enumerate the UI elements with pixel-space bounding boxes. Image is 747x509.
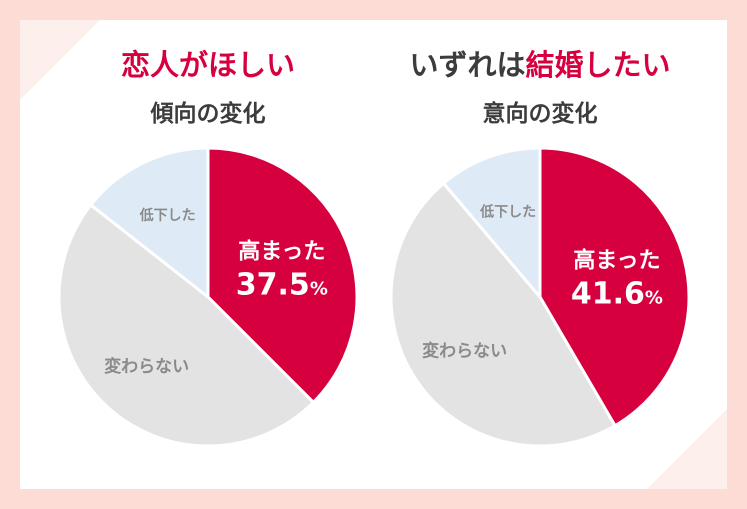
slice-label: 変わらない	[104, 356, 189, 377]
slice-label: 高まった	[238, 238, 325, 264]
corner-decoration	[647, 409, 727, 489]
title-text: 恋人がほしい	[120, 48, 295, 82]
slice-label: 低下した	[139, 207, 196, 224]
pie-slice	[389, 181, 618, 448]
slice-label: 低下した	[479, 203, 536, 220]
pie-slice	[441, 146, 542, 302]
chart1-subtitle: 傾向の変化	[150, 101, 266, 127]
pie-slice	[57, 202, 316, 448]
pie-slice	[88, 146, 210, 301]
chart1-title: 恋人がほしい	[43, 42, 373, 84]
title-text: 結婚したい	[525, 48, 671, 82]
slice-label: 高まった	[573, 248, 660, 274]
slice-label: 変わらない	[422, 340, 507, 361]
chart2-subtitle: 意向の変化	[482, 101, 598, 127]
title-text: いずれは	[409, 48, 526, 82]
corner-decoration	[20, 20, 100, 100]
pie-slice	[206, 146, 359, 405]
chart2-title: いずれは結婚したい	[375, 42, 705, 84]
pie-slice	[538, 146, 691, 428]
